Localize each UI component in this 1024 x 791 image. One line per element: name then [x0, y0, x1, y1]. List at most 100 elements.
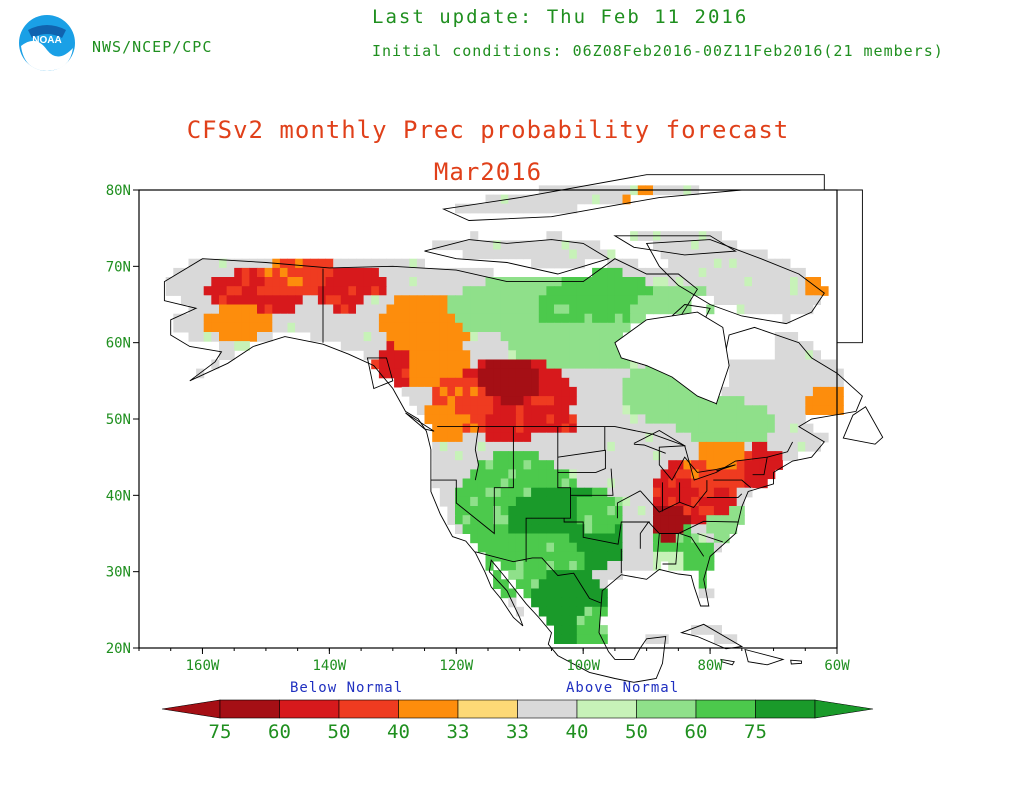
grid-cell [196, 332, 205, 342]
grid-cell [569, 341, 578, 351]
grid-cell [698, 469, 707, 480]
grid-cell [219, 350, 228, 360]
grid-cell [774, 341, 783, 351]
grid-cell [394, 267, 403, 278]
grid-cell [607, 249, 616, 260]
grid-cell [744, 478, 753, 489]
grid-cell [493, 506, 502, 516]
grid-cell [637, 295, 646, 305]
grid-cell [729, 469, 738, 480]
grid-cell [569, 396, 578, 406]
grid-cell [356, 258, 365, 269]
grid-cell [637, 478, 646, 489]
grid-cell [805, 341, 814, 351]
grid-cell [219, 304, 228, 315]
grid-cell [485, 295, 494, 305]
grid-cell [630, 313, 639, 324]
chart-title: CFSv2 monthly Prec probability forecast [186, 116, 790, 144]
grid-cell [409, 377, 418, 388]
grid-cell [447, 332, 456, 342]
grid-cell [462, 515, 471, 525]
colorbar-swatch [457, 699, 518, 719]
grid-cell [797, 295, 806, 305]
grid-cell [767, 396, 776, 406]
grid-cell [416, 405, 425, 415]
grid-cell [713, 295, 722, 305]
grid-cell [333, 295, 342, 305]
grid-cell [576, 304, 585, 315]
grid-cell [660, 267, 669, 278]
grid-cell [683, 460, 692, 470]
grid-cell [508, 460, 517, 470]
grid-cell [729, 332, 738, 342]
grid-cell [272, 267, 281, 278]
grid-cell [630, 487, 639, 498]
grid-cell [622, 267, 631, 278]
grid-cell [584, 551, 593, 562]
grid-cell [508, 286, 517, 296]
grid-cell [462, 386, 471, 397]
grid-cell [637, 460, 646, 470]
grid-cell [721, 249, 730, 260]
grid-cell [500, 332, 509, 342]
grid-cell [508, 313, 517, 324]
grid-cell [797, 286, 806, 296]
grid-cell [576, 460, 585, 470]
grid-cell [744, 258, 753, 269]
grid-cell [584, 414, 593, 425]
grid-cell [432, 313, 441, 324]
grid-cell [729, 249, 738, 260]
grid-cell [607, 487, 616, 498]
colorbar: 75 60 50 40 33 33 40 50 60 75 [161, 699, 874, 743]
grid-cell [584, 615, 593, 626]
grid-cell [744, 423, 753, 434]
grid-cell [812, 286, 821, 296]
grid-cell [668, 524, 677, 534]
grid-cell [439, 386, 448, 397]
grid-cell [523, 304, 532, 315]
grid-cell [668, 414, 677, 425]
grid-cell [348, 341, 357, 351]
grid-cell [257, 286, 266, 296]
grid-cell [371, 258, 380, 269]
grid-cell [599, 341, 608, 351]
grid-cell [538, 258, 547, 269]
grid-cell [607, 542, 616, 553]
grid-cell [424, 267, 433, 278]
grid-cell [424, 277, 433, 287]
grid-cell [508, 414, 517, 425]
grid-cell [698, 496, 707, 507]
grid-cell [774, 332, 783, 342]
grid-cell [523, 286, 532, 296]
grid-cell [439, 267, 448, 278]
grid-cell [653, 460, 662, 470]
grid-cell [515, 478, 524, 489]
grid-cell [782, 359, 791, 370]
grid-cell [455, 377, 464, 388]
grid-cell [576, 341, 585, 351]
grid-cell [508, 588, 517, 599]
grid-cell [477, 368, 486, 379]
grid-cell [295, 304, 304, 315]
grid-cell [614, 469, 623, 480]
grid-cell [485, 286, 494, 296]
grid-cell [455, 441, 464, 452]
grid-cell [432, 478, 441, 489]
grid-cell [782, 258, 791, 269]
grid-cell [630, 515, 639, 525]
grid-cell [424, 377, 433, 388]
grid-cell [660, 249, 669, 260]
grid-cell [576, 350, 585, 360]
grid-cell [599, 359, 608, 370]
grid-cell [554, 515, 563, 525]
grid-cell [653, 634, 662, 644]
longitude-labels: 160W 140W 120W 100W 80W 60W [186, 658, 851, 674]
grid-cell [622, 441, 631, 452]
grid-cell [211, 267, 220, 278]
grid-cell [546, 524, 555, 534]
grid-cell [561, 405, 570, 415]
grid-cell [668, 286, 677, 296]
grid-cell [165, 286, 174, 296]
grid-cell [340, 258, 349, 269]
grid-cell [538, 515, 547, 525]
